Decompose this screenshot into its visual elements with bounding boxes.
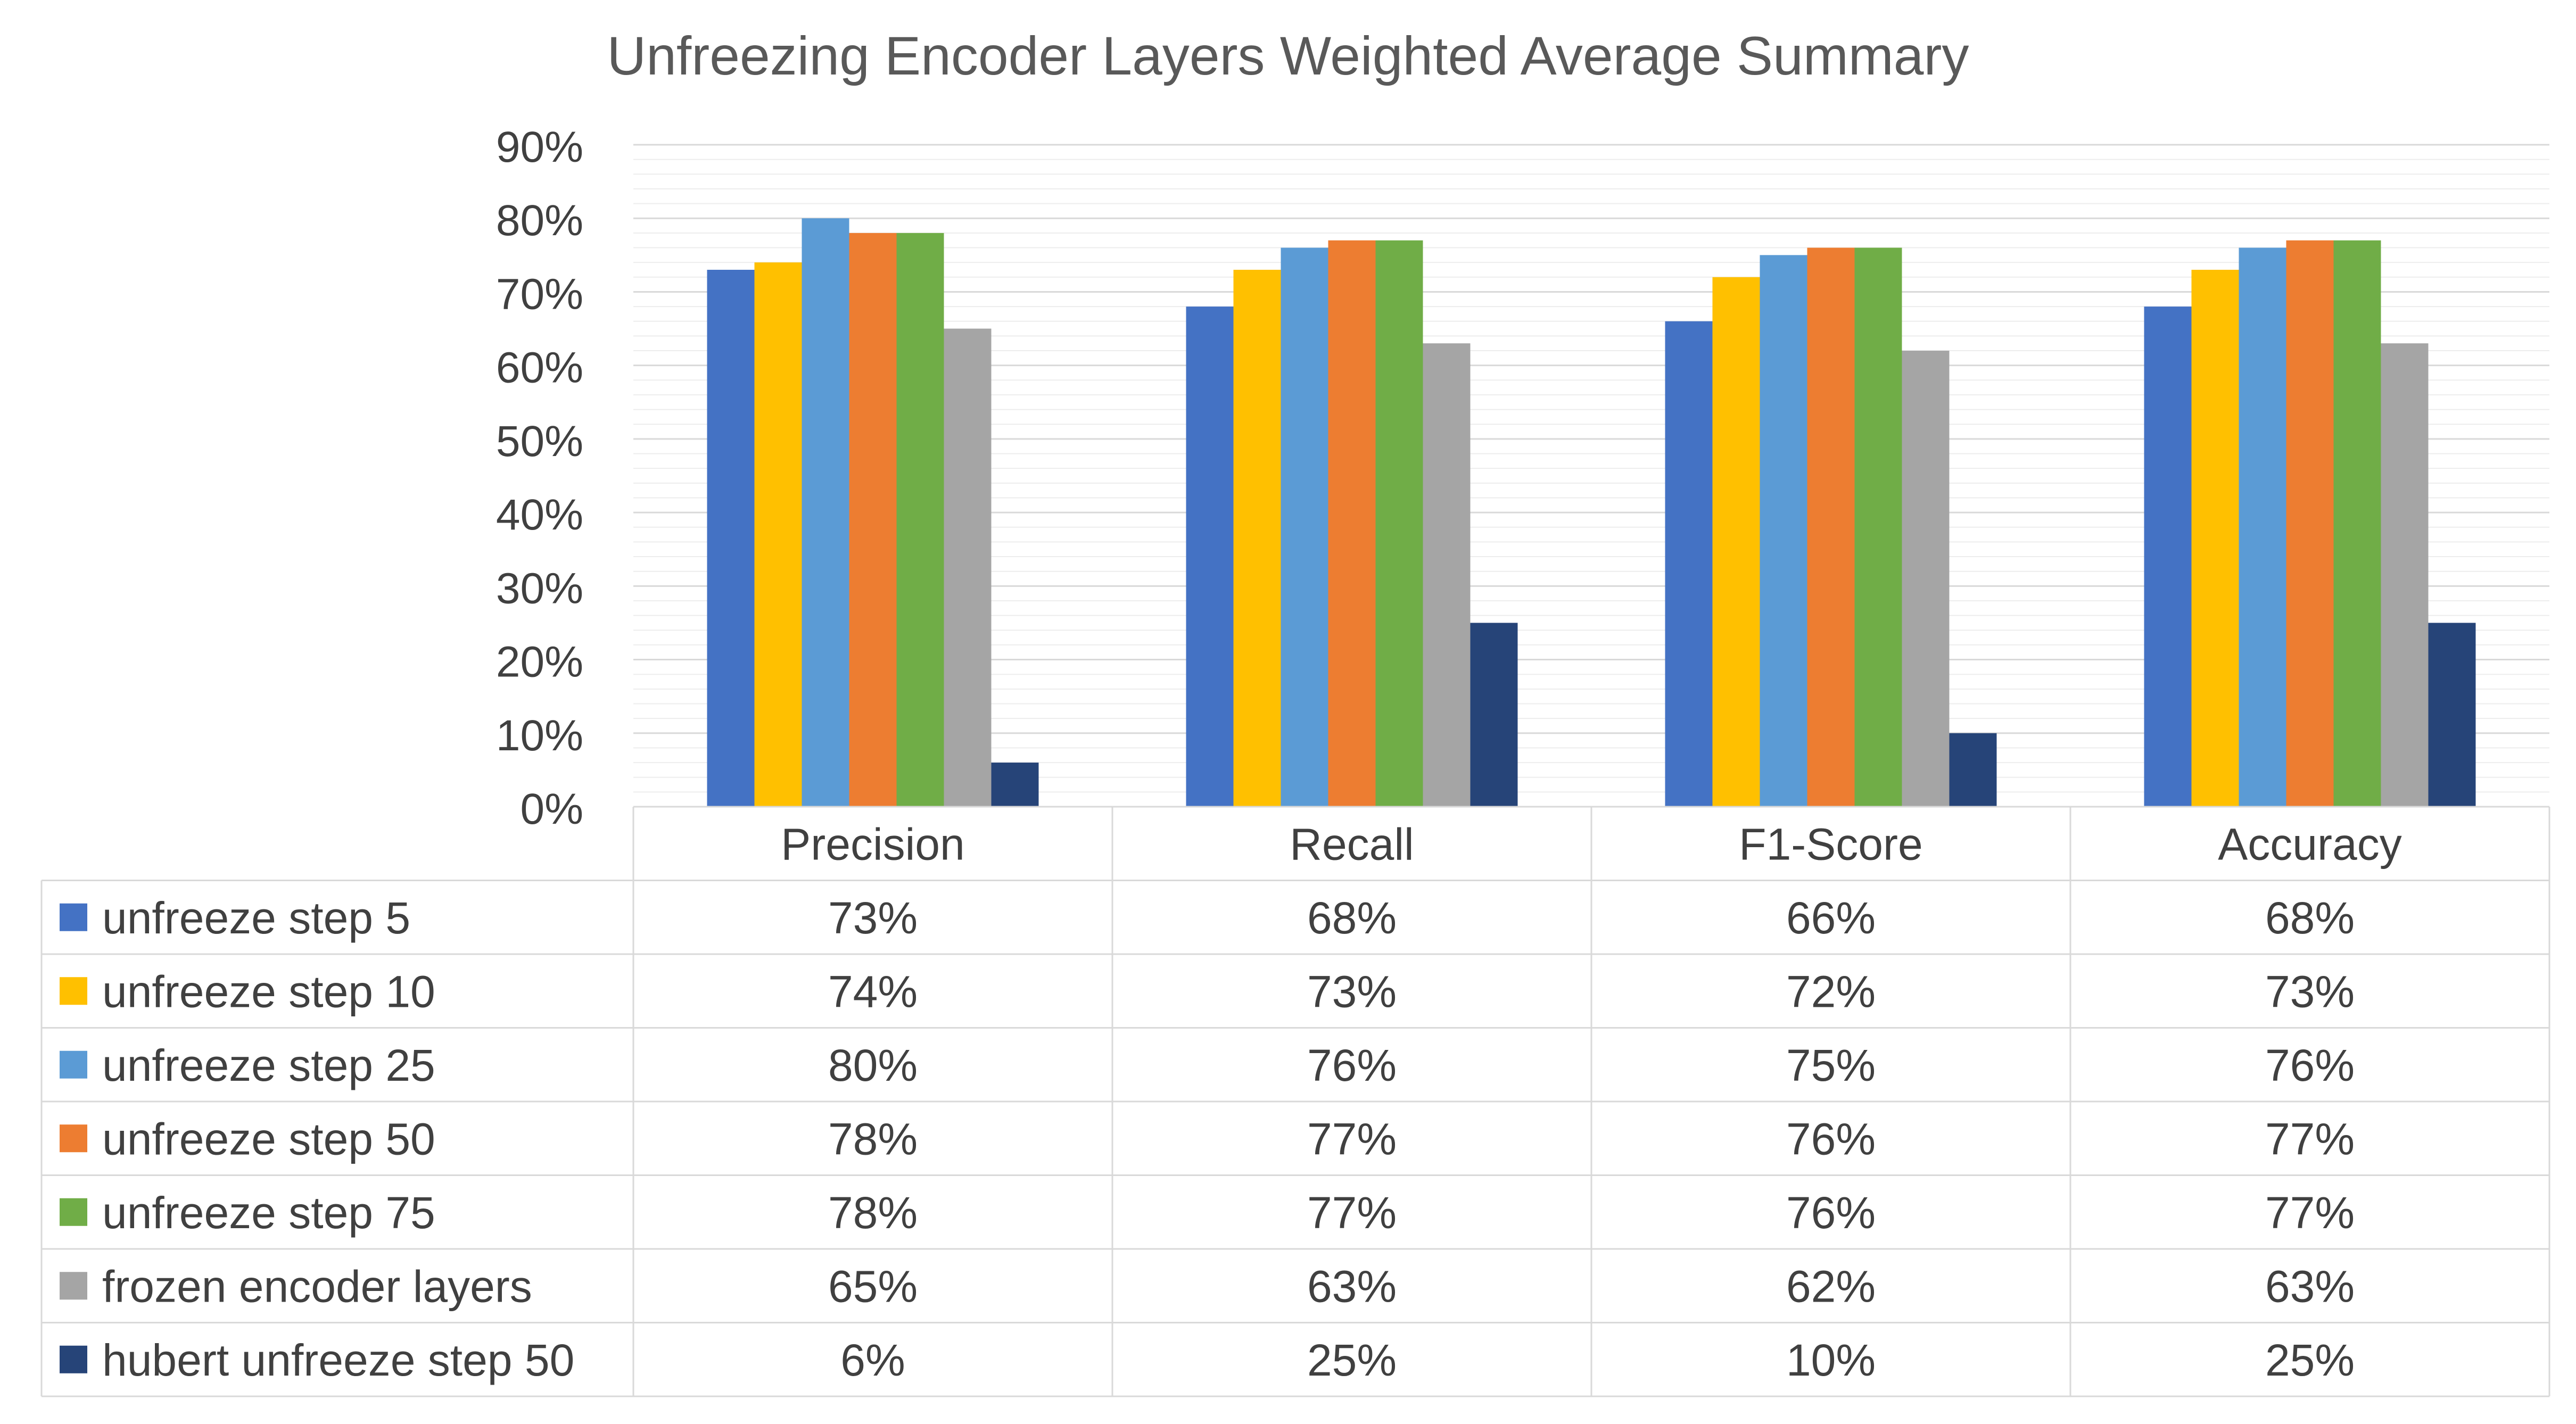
data-label: 68% [1307,893,1397,943]
data-label: 73% [1307,966,1397,1016]
data-label: 73% [2265,966,2355,1016]
legend-swatch [60,1198,87,1226]
bar [2428,623,2476,807]
bar [802,218,849,807]
bar [754,262,802,807]
y-tick-label: 30% [496,564,583,612]
bar [1854,247,1902,807]
data-label: 6% [840,1335,905,1385]
bar [944,328,992,807]
bar [2191,269,2239,807]
legend-label: unfreeze step 10 [102,966,435,1016]
y-tick-label: 80% [496,196,583,245]
bar [2333,240,2381,807]
data-label: 77% [2265,1114,2355,1164]
data-label: 25% [1307,1335,1397,1385]
data-label: 74% [828,966,918,1016]
y-tick-label: 50% [496,417,583,466]
bar [849,233,897,807]
chart-title: Unfreezing Encoder Layers Weighted Avera… [607,26,1969,86]
bar [1328,240,1376,807]
bar [2144,307,2192,807]
category-label: Recall [1290,819,1414,869]
data-label: 68% [2265,893,2355,943]
bar [1470,623,1518,807]
data-label: 77% [1307,1114,1397,1164]
bar [1760,255,1807,807]
legend-swatch [60,903,87,931]
bar [1233,269,1281,807]
bar [1712,277,1760,807]
category-label: Accuracy [2218,819,2401,869]
data-label: 80% [828,1040,918,1090]
bar [2286,240,2334,807]
data-label: 25% [2265,1335,2355,1385]
data-label: 63% [2265,1261,2355,1311]
data-label: 66% [1786,893,1876,943]
legend-swatch [60,1124,87,1153]
legend-label: unfreeze step 25 [102,1040,435,1090]
data-table: Precision Recall F1-Score Accuracy unfreeze … [40,806,2550,1397]
category-label: Precision [781,819,964,869]
y-tick-label: 70% [496,270,583,318]
data-label: 77% [1307,1188,1397,1238]
y-tick-label: 90% [496,123,583,171]
bar [1807,247,1855,807]
data-label: 78% [828,1114,918,1164]
data-label: 73% [828,893,918,943]
bar [991,763,1039,807]
y-axis-tick-labels: 0% 10% 20% 30% 40% 50% 60% 70% 80% 90% [496,123,583,833]
bar [707,269,755,807]
data-label: 76% [1786,1188,1876,1238]
data-label: 76% [1786,1114,1876,1164]
data-label: 72% [1786,966,1876,1016]
y-tick-label: 10% [496,711,583,760]
bar [1665,321,1713,807]
data-label: 78% [828,1188,918,1238]
y-tick-label: 60% [496,344,583,392]
legend-label: unfreeze step 75 [102,1188,435,1238]
legend-swatch [60,977,87,1005]
data-label: 77% [2265,1188,2355,1238]
bar [896,233,944,807]
bar [1902,351,1950,807]
bar [1281,247,1328,807]
bar [1186,307,1234,807]
data-label: 75% [1786,1040,1876,1090]
legend-label: hubert unfreeze step 50 [102,1335,574,1385]
bar [2381,343,2429,807]
data-label: 76% [2265,1040,2355,1090]
legend-label: frozen encoder layers [102,1261,532,1311]
data-label: 63% [1307,1261,1397,1311]
bar [1949,733,1997,807]
legend-label: unfreeze step 50 [102,1114,435,1164]
data-label: 65% [828,1261,918,1311]
y-tick-label: 20% [496,638,583,686]
data-label: 62% [1786,1261,1876,1311]
legend-swatch [60,1345,87,1373]
data-label: 76% [1307,1040,1397,1090]
bar-series [707,218,2476,807]
data-label: 10% [1786,1335,1876,1385]
legend-label: unfreeze step 5 [102,893,410,943]
y-tick-label: 0% [520,785,583,833]
legend-swatch [60,1050,87,1079]
bar [1375,240,1423,807]
category-label: F1-Score [1739,819,1922,869]
bar [1423,343,1471,807]
y-tick-label: 40% [496,491,583,539]
bar [2239,247,2286,807]
legend-swatch [60,1272,87,1300]
